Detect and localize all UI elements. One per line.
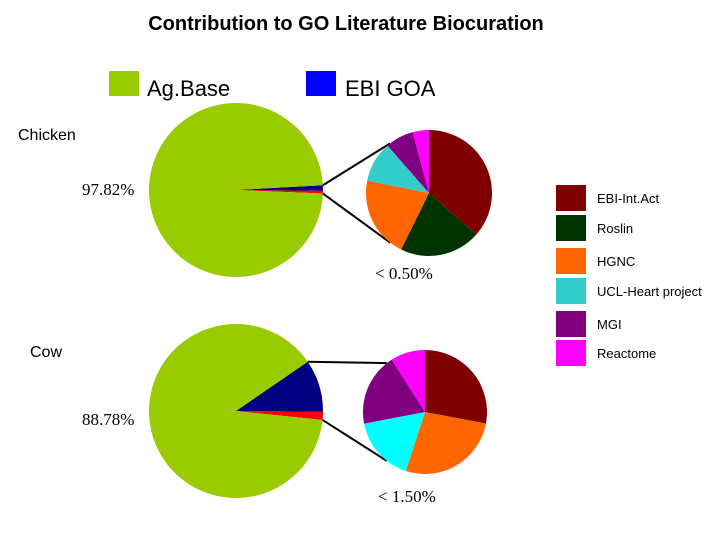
- cow-breakout-slice-ucl-heart-project: [364, 412, 425, 471]
- chicken-main-slice-ebi-goa: [236, 185, 324, 191]
- side-legend-label-ucl-heart-project: UCL-Heart project: [597, 284, 702, 299]
- cow-section-label: Cow: [30, 344, 62, 361]
- cow-connector-bottom: [322, 419, 388, 462]
- legend-label-agbase: Ag.Base: [147, 76, 230, 101]
- legend-label-ebi-goa: EBI GOA: [345, 76, 436, 101]
- side-legend: EBI-Int.Act Roslin HGNC UCL-Heart project MG…: [556, 185, 702, 366]
- cow-main-percent: 88.78%: [82, 410, 134, 429]
- legend-swatch-agbase: [109, 71, 139, 96]
- cow-main-slice-ag-base: [149, 323, 323, 498]
- cow-main-slice-other: [236, 411, 323, 420]
- chicken-breakout-slice-hgnc: [366, 180, 429, 250]
- cow-breakout-percent: < 1.50%: [378, 487, 436, 506]
- legend-swatch-ebi-goa: [306, 71, 336, 96]
- cow-breakout-slice-hgnc: [405, 412, 486, 475]
- top-legend: Ag.Base EBI GOA: [109, 71, 436, 101]
- chart-title: Contribution to GO Literature Biocuratio…: [148, 13, 544, 35]
- chicken-main-slice-other: [236, 190, 323, 194]
- cow-breakout-slice-mgi: [363, 359, 425, 424]
- side-legend-label-hgnc: HGNC: [597, 254, 635, 269]
- chicken-connector-top: [322, 142, 391, 187]
- side-legend-swatch-ucl-heart-project: [556, 278, 586, 304]
- chicken-breakout-percent: < 0.50%: [375, 264, 433, 283]
- chicken-breakout-slice-mgi: [387, 132, 429, 193]
- cow-connector-top: [307, 360, 387, 365]
- chicken-breakout-slice-ebi-int-act: [429, 130, 493, 235]
- chicken-section-label: Chicken: [18, 127, 76, 144]
- chicken-main-percent: 97.82%: [82, 180, 134, 199]
- side-legend-swatch-mgi: [556, 311, 586, 337]
- side-legend-label-ebi-int-act: EBI-Int.Act: [597, 191, 660, 206]
- chicken-breakout-slice-ucl-heart-project: [367, 145, 429, 193]
- chicken-main-slice-ag-base: [149, 103, 323, 278]
- side-legend-label-reactome: Reactome: [597, 346, 656, 361]
- side-legend-label-mgi: MGI: [597, 317, 622, 332]
- side-legend-swatch-reactome: [556, 340, 586, 366]
- pie-charts: [149, 103, 493, 498]
- side-legend-swatch-hgnc: [556, 248, 586, 274]
- side-legend-swatch-ebi-int-act: [556, 185, 586, 211]
- chicken-connector-bottom: [322, 192, 391, 244]
- cow-main-slice-ebi-goa: [236, 361, 324, 412]
- chicken-breakout-slice-reactome: [412, 130, 429, 193]
- cow-breakout-slice-ebi-int-act: [425, 350, 487, 424]
- chicken-breakout-slice-roslin: [401, 193, 477, 256]
- side-legend-label-roslin: Roslin: [597, 221, 633, 236]
- cow-breakout-slice-reactome: [391, 350, 425, 412]
- side-legend-swatch-roslin: [556, 215, 586, 241]
